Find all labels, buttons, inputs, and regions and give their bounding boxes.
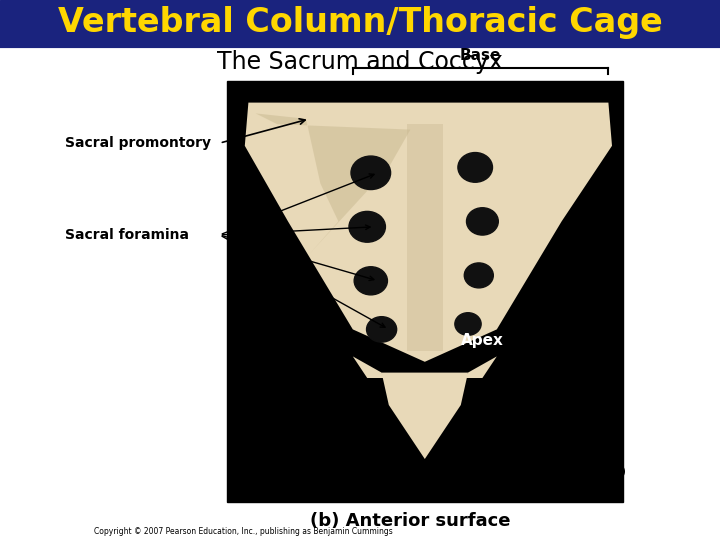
Bar [0, 0, 720, 44]
Bar [227, 81, 623, 502]
Polygon shape [256, 113, 410, 254]
Ellipse shape [366, 316, 397, 342]
Text: Sacral promontory: Sacral promontory [65, 136, 211, 150]
Text: The Sacrum and Coccyx: The Sacrum and Coccyx [217, 50, 503, 74]
Ellipse shape [349, 211, 385, 242]
Ellipse shape [467, 208, 498, 235]
Ellipse shape [455, 313, 481, 335]
Polygon shape [464, 356, 497, 378]
Polygon shape [382, 373, 468, 459]
Text: Vertebral Column/Thoracic Cage: Vertebral Column/Thoracic Cage [58, 5, 662, 39]
Ellipse shape [354, 267, 387, 295]
Ellipse shape [458, 152, 492, 183]
Text: Figure 6-19(b): Figure 6-19(b) [526, 466, 626, 479]
Text: Apex: Apex [461, 333, 504, 348]
Polygon shape [245, 103, 612, 362]
Text: (b) Anterior surface: (b) Anterior surface [310, 512, 510, 530]
Text: Copyright © 2007 Pearson Education, Inc., publishing as Benjamin Cummings: Copyright © 2007 Pearson Education, Inc.… [94, 528, 392, 536]
Text: Base: Base [460, 48, 501, 63]
Bar [407, 124, 443, 351]
Polygon shape [353, 356, 385, 378]
Ellipse shape [464, 263, 493, 288]
Ellipse shape [351, 156, 391, 190]
Text: Sacral foramina: Sacral foramina [65, 228, 189, 242]
